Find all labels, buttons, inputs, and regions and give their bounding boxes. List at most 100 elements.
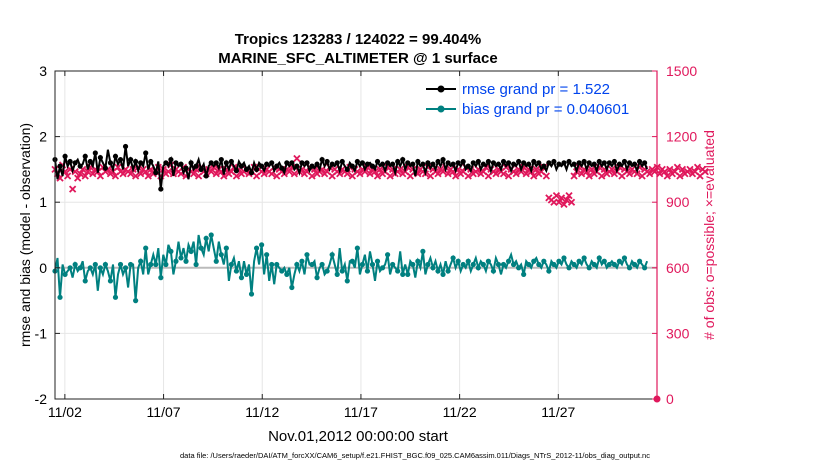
obs-point	[189, 170, 198, 178]
obs-point	[114, 163, 122, 171]
obs-x-stroke	[588, 165, 596, 174]
obs-x-stroke	[542, 172, 550, 180]
rmse-point	[470, 160, 476, 166]
obs-possible-point	[653, 395, 661, 403]
bias-point	[626, 265, 633, 271]
rmse-point	[62, 153, 68, 159]
rmse-point	[596, 158, 602, 165]
obs-x-stroke	[451, 172, 460, 180]
rmse-point	[495, 161, 502, 167]
bias-point	[97, 265, 103, 271]
obs-x-stroke	[227, 167, 236, 176]
obs-point	[499, 170, 508, 178]
obs-x-stroke	[608, 165, 616, 174]
rmse-point	[218, 156, 224, 163]
rmse-point	[631, 161, 638, 167]
obs-point	[396, 165, 404, 174]
bias-point	[339, 268, 345, 274]
obs-point	[633, 170, 641, 178]
rmse-point	[435, 158, 441, 165]
obs-point	[588, 165, 596, 174]
rmse-point	[299, 160, 305, 166]
obs-point	[577, 170, 586, 178]
obs-point	[285, 167, 293, 176]
obs-point	[63, 172, 72, 180]
bias-point	[344, 278, 350, 284]
obs-point	[522, 170, 530, 178]
bias-point	[228, 261, 234, 268]
obs-point	[212, 170, 220, 178]
obs-x-stroke	[479, 167, 487, 176]
rmse-point	[505, 160, 512, 166]
x-tick-label: 11/02	[48, 404, 82, 420]
obs-x-stroke	[444, 170, 452, 178]
obs-x-stroke	[646, 170, 654, 178]
y-left-tick-label: -1	[35, 325, 48, 341]
obs-point	[625, 170, 634, 178]
obs-x-stroke	[308, 172, 316, 180]
obs-point	[608, 165, 616, 174]
rmse-point	[561, 160, 567, 166]
obs-x-stroke	[693, 163, 702, 171]
obs-x-stroke	[232, 172, 241, 180]
rmse-point	[415, 158, 421, 165]
bias-point	[279, 268, 285, 274]
rmse-point	[102, 165, 108, 171]
obs-point	[512, 170, 520, 178]
bias-point	[334, 271, 340, 277]
bias-point	[435, 268, 441, 274]
rmse-point	[223, 160, 229, 166]
obs-point	[560, 200, 568, 209]
obs-x-stroke	[164, 167, 173, 176]
bias-point	[213, 258, 219, 264]
obs-point	[376, 165, 384, 174]
bias-point	[636, 258, 643, 264]
rmse-point	[143, 150, 149, 156]
bias-point	[410, 261, 416, 268]
obs-point	[81, 172, 89, 180]
obs-x-stroke	[625, 170, 634, 178]
rmse-point	[516, 158, 522, 165]
bias-point	[314, 275, 320, 281]
bias-point	[329, 252, 335, 258]
rmse-point	[616, 161, 623, 167]
obs-x-stroke	[76, 170, 84, 178]
bias-point	[526, 261, 532, 268]
obs-x-stroke	[434, 170, 442, 178]
obs-x-stroke	[656, 170, 664, 178]
obs-x-stroke	[220, 172, 228, 180]
rmse-point	[445, 160, 451, 166]
obs-x-stroke	[371, 167, 379, 176]
rmse-point	[379, 161, 386, 167]
obs-point	[69, 185, 77, 193]
obs-point	[356, 170, 364, 178]
bias-point	[485, 258, 491, 264]
rmse-point	[621, 158, 628, 165]
bias-point	[168, 248, 174, 254]
bias-point	[102, 261, 108, 268]
bias-point	[581, 255, 587, 261]
rmse-point	[374, 158, 381, 165]
rmse-point	[405, 160, 411, 166]
obs-point	[673, 163, 682, 171]
bias-point	[62, 271, 68, 277]
obs-x-stroke	[285, 167, 293, 176]
rmse-point	[259, 163, 265, 169]
bias-point	[546, 268, 552, 274]
bias-point	[57, 294, 63, 300]
bias-point	[284, 271, 290, 277]
obs-point	[444, 170, 452, 178]
bias-point	[233, 268, 240, 274]
x-tick-label: 11/22	[443, 404, 477, 420]
obs-point	[131, 172, 140, 180]
rmse-point	[339, 158, 345, 165]
bias-point	[541, 258, 547, 264]
rmse-point	[531, 158, 537, 165]
obs-x-stroke	[661, 167, 669, 176]
rmse-point	[551, 158, 557, 165]
obs-x-stroke	[189, 170, 198, 178]
legend: rmse grand pr = 1.522 bias grand pr = 0.0…	[426, 81, 629, 118]
bias-point	[566, 265, 572, 271]
bias-point	[67, 265, 73, 271]
